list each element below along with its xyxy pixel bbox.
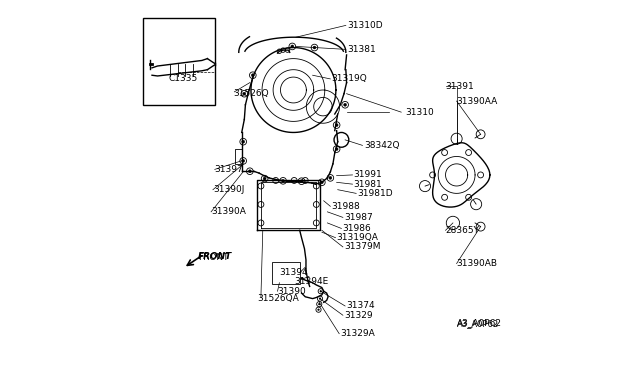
Text: 31319Q: 31319Q (331, 74, 367, 83)
Text: 31310D: 31310D (348, 21, 383, 30)
Text: 31981D: 31981D (357, 189, 392, 198)
Text: 31390: 31390 (278, 287, 307, 296)
Text: 31390A: 31390A (211, 207, 246, 217)
Circle shape (335, 148, 338, 151)
Text: 31981: 31981 (353, 180, 382, 189)
Circle shape (335, 124, 338, 126)
Text: 31394: 31394 (280, 268, 308, 277)
Text: FRONT: FRONT (198, 253, 228, 263)
Text: 31329A: 31329A (340, 329, 375, 338)
Text: 31374: 31374 (346, 301, 374, 311)
Circle shape (318, 303, 321, 305)
Text: A3_A0P62: A3_A0P62 (456, 319, 499, 328)
Text: 31390J: 31390J (213, 185, 244, 194)
Text: 31391: 31391 (445, 82, 474, 91)
Text: 38342Q: 38342Q (364, 141, 400, 150)
Circle shape (321, 181, 323, 184)
Text: 31390AA: 31390AA (456, 97, 498, 106)
Circle shape (242, 140, 244, 143)
Text: 31986: 31986 (342, 224, 371, 233)
Circle shape (282, 179, 285, 182)
Circle shape (313, 46, 316, 49)
Circle shape (248, 170, 252, 173)
Text: 31991: 31991 (353, 170, 382, 179)
Text: A3_A0P62: A3_A0P62 (456, 318, 502, 327)
Bar (272, 262, 300, 284)
Text: 31526QA: 31526QA (257, 294, 299, 303)
Circle shape (243, 92, 246, 95)
Text: 31397: 31397 (215, 165, 244, 174)
Circle shape (300, 180, 303, 183)
Circle shape (319, 290, 322, 292)
Text: 28365Y: 28365Y (445, 226, 479, 235)
Circle shape (252, 74, 254, 77)
Text: 31390AB: 31390AB (456, 259, 498, 268)
Text: 31379M: 31379M (344, 243, 381, 251)
Text: 31394E: 31394E (294, 278, 328, 286)
Bar (143, 18, 215, 105)
Circle shape (291, 45, 294, 48)
Text: 31381: 31381 (348, 45, 376, 54)
Text: 31310: 31310 (405, 108, 434, 117)
Circle shape (344, 103, 347, 106)
Text: 31329: 31329 (344, 311, 372, 320)
Circle shape (242, 160, 244, 162)
Text: FRONT: FRONT (198, 252, 232, 262)
Circle shape (329, 176, 332, 179)
Circle shape (263, 177, 266, 180)
Text: C1335: C1335 (168, 74, 198, 83)
Text: 31526Q: 31526Q (233, 89, 269, 98)
Text: 31319QA: 31319QA (337, 233, 378, 242)
Circle shape (319, 298, 321, 300)
Text: 31988: 31988 (331, 202, 360, 211)
Text: 31987: 31987 (344, 213, 372, 222)
Circle shape (317, 309, 319, 311)
